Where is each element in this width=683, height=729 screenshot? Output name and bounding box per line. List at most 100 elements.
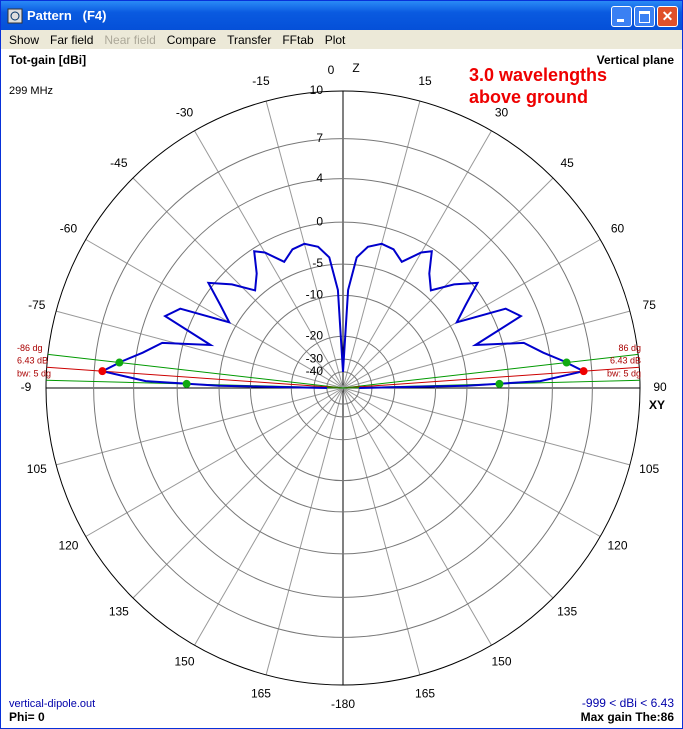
angle-tick-label: 120 (58, 539, 78, 553)
angle-grid-line (132, 177, 344, 389)
minimize-button[interactable] (611, 6, 632, 27)
angle-tick-label: 75 (643, 298, 657, 312)
beam-line (342, 366, 640, 389)
angle-tick-label: 105 (639, 462, 659, 476)
r-tick-label: -40 (306, 364, 324, 378)
angle-grid-line (342, 387, 421, 676)
menu-item[interactable]: Show (9, 32, 40, 47)
beamwidth-dot (182, 379, 191, 388)
ring-grid-line (45, 90, 641, 686)
pattern-plot: 0 15 30 45 60 75 90 105 120 135 150 165 -180 165 150 13… (9, 53, 675, 724)
angle-tick-label: 135 (109, 604, 129, 618)
ring-grid-line (133, 178, 553, 598)
angle-tick-label: 30 (495, 106, 509, 120)
angle-tick-label: -30 (176, 106, 194, 120)
beam-label: -86 dg (17, 343, 43, 353)
angle-tick-label: 105 (27, 462, 47, 476)
menu-item[interactable]: Plot (324, 32, 346, 47)
angle-grid-line (55, 387, 344, 466)
annotation: above ground (469, 87, 588, 107)
ring-grid-line (93, 138, 593, 638)
angle-tick-label: 165 (415, 686, 435, 700)
r-tick-label: -10 (306, 288, 324, 302)
menu-bar: Show Far field Near field Compare Transfer FF… (1, 30, 682, 49)
angle-grid-line (342, 387, 554, 599)
angle-grid-line (85, 387, 344, 537)
angle-grid-line (342, 177, 554, 389)
angle-tick-label: -60 (60, 222, 78, 236)
angle-grid-line (55, 310, 344, 389)
r-tick-label: -5 (312, 256, 323, 270)
z-axis-label: Z (352, 61, 359, 75)
close-button[interactable]: ✕ (657, 6, 678, 27)
range-label: -999 < dBi < 6.43 (582, 696, 674, 710)
angle-tick-label: 0 (328, 63, 335, 77)
beam-label: 6.43 dB (17, 356, 48, 366)
angle-tick-label: 45 (560, 156, 574, 170)
ring-grid-line (176, 221, 510, 555)
r-tick-label: 7 (316, 131, 323, 145)
file-name: vertical-dipole.out (9, 698, 95, 710)
plane-label: Vertical plane (597, 53, 675, 67)
angle-grid-line (342, 387, 601, 537)
max-gain-dot (579, 367, 588, 376)
beamwidth-dot (495, 379, 504, 388)
beam-label: 6.43 dB (610, 356, 641, 366)
maximize-button[interactable] (634, 6, 655, 27)
angle-tick-label: 120 (608, 539, 628, 553)
angle-tick-label: 150 (491, 655, 511, 669)
angle-grid-line (342, 387, 631, 466)
menu-item[interactable]: Far field (50, 32, 94, 47)
angle-tick-label: 90 (653, 380, 667, 394)
app-icon (7, 8, 23, 24)
r-tick-label: 4 (316, 171, 323, 185)
angle-grid-line (342, 130, 492, 389)
ring-grid-line (249, 294, 437, 482)
angle-tick-label: -180 (331, 697, 355, 711)
beam-label: bw: 5 dg (607, 369, 641, 379)
max-gain-label: Max gain The:86 (581, 710, 675, 724)
ring-grid-line (218, 263, 468, 513)
angle-tick-label: 150 (174, 655, 194, 669)
angle-tick-label: -15 (252, 74, 270, 88)
angle-tick-label: 60 (611, 222, 625, 236)
angle-grid-line (342, 239, 601, 389)
angle-tick-label: -75 (28, 298, 46, 312)
menu-item[interactable]: Transfer (227, 32, 272, 47)
menu-item: Near field (104, 32, 156, 47)
pattern-curve (342, 242, 587, 389)
angle-grid-line (132, 387, 344, 599)
beam-line (47, 353, 344, 389)
angle-tick-label: 165 (251, 686, 271, 700)
annotation: 3.0 wavelengths (469, 65, 607, 85)
max-gain-dot (98, 367, 107, 376)
xy-axis-label: XY (649, 398, 665, 412)
beam-line (46, 366, 344, 389)
beam-line (342, 353, 639, 389)
chart-title: Tot-gain [dBi] (9, 53, 86, 67)
angle-tick-label: -45 (110, 156, 128, 170)
r-tick-label: -20 (306, 328, 324, 342)
beamwidth-dot (115, 358, 124, 367)
menu-item[interactable]: Compare (166, 32, 217, 47)
menu-item[interactable]: FFtab (282, 32, 314, 47)
r-tick-label: 10 (310, 83, 324, 97)
title-bar: Pattern (F4) ✕ (1, 1, 682, 30)
beam-label: 86 dg (618, 343, 641, 353)
beam-label: bw: 5 dg (17, 369, 51, 379)
phi-label: Phi= 0 (9, 710, 45, 724)
window-title: Pattern (F4) (27, 8, 107, 23)
angle-grid-line (342, 387, 492, 646)
angle-tick-label: 135 (557, 604, 577, 618)
angle-grid-line (342, 310, 631, 389)
beamwidth-dot (562, 358, 571, 367)
angle-grid-line (194, 130, 344, 389)
angle-tick-label: -9 (21, 380, 32, 394)
angle-grid-line (85, 239, 344, 389)
r-tick-label: 0 (316, 214, 323, 228)
angle-grid-line (265, 387, 344, 676)
angle-grid-line (194, 387, 344, 646)
angle-tick-label: 15 (418, 74, 432, 88)
frequency: 299 MHz (9, 85, 53, 97)
